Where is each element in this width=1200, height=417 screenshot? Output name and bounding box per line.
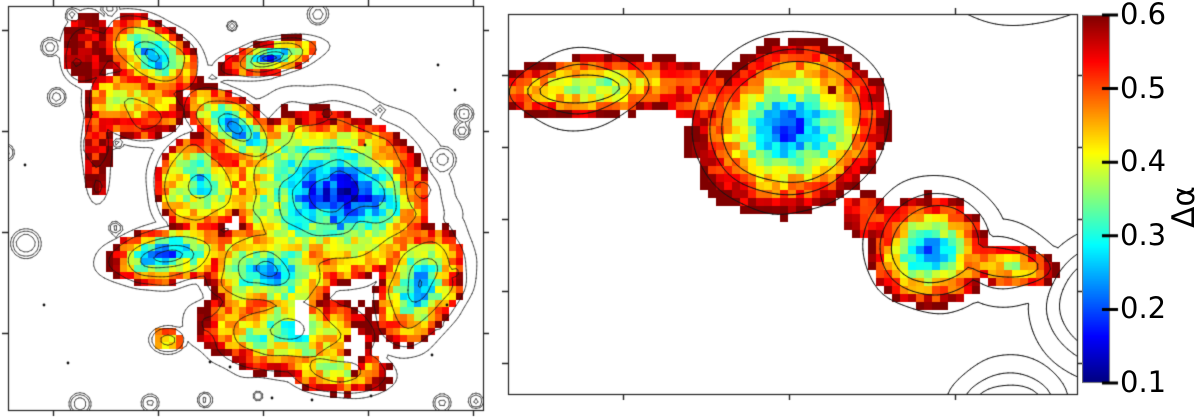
colorbar-axis-label: Δα <box>1166 186 1200 228</box>
colorbar-canvas <box>1082 0 1120 400</box>
left-spectral-index-map-canvas <box>0 0 500 417</box>
right-spectral-index-map-canvas <box>500 0 1090 417</box>
colorbar-tick-label: 0.1 <box>1120 364 1167 399</box>
colorbar-tick-labels: 0.6 0.5 0.4 0.3 0.2 0.1 <box>1120 0 1200 417</box>
colorbar-tick-label: 0.3 <box>1120 217 1167 252</box>
colorbar-tick-label: 0.5 <box>1120 70 1167 105</box>
colorbar-tick-label: 0.2 <box>1120 291 1167 326</box>
colorbar-tick-label: 0.4 <box>1120 144 1167 179</box>
colorbar-tick-label: 0.6 <box>1120 0 1167 31</box>
